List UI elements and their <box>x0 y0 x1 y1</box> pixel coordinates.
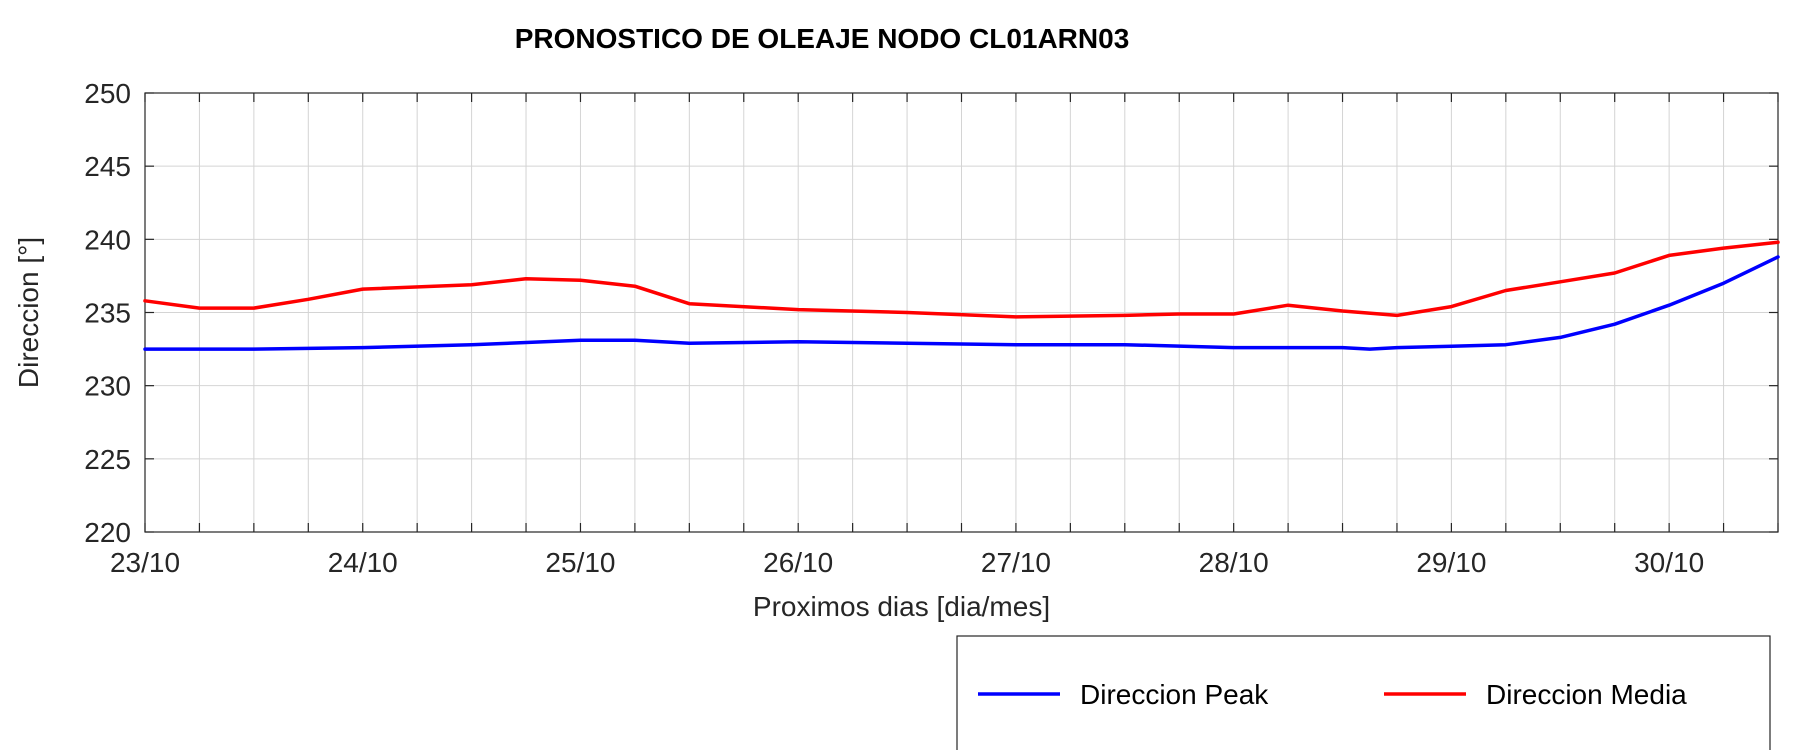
x-tick-label: 30/10 <box>1634 547 1704 578</box>
y-axis-label: Direccion [°] <box>13 237 44 388</box>
x-tick-label: 27/10 <box>981 547 1051 578</box>
legend: Direccion Peak Direccion Media <box>956 635 1771 750</box>
x-tick-label: 29/10 <box>1416 547 1486 578</box>
x-tick-label: 23/10 <box>110 547 180 578</box>
x-axis-label: Proximos dias [dia/mes] <box>753 591 1050 622</box>
x-tick-label: 24/10 <box>328 547 398 578</box>
axis-ticks: 220 225 230 235 240 245 250 23/10 24/10 25/10 26/1… <box>84 78 1779 578</box>
series-line-peak <box>143 255 1780 351</box>
y-tick-label: 245 <box>84 151 131 182</box>
y-tick-label: 220 <box>84 517 131 548</box>
series-lines <box>143 240 1780 351</box>
x-tick-label: 28/10 <box>1199 547 1269 578</box>
y-tick-label: 235 <box>84 298 131 329</box>
series-line-media <box>143 240 1780 319</box>
legend-label-media: Direccion Media <box>1486 679 1687 710</box>
x-tick-label: 25/10 <box>545 547 615 578</box>
grid <box>145 93 1778 532</box>
legend-label-peak: Direccion Peak <box>1080 679 1269 710</box>
legend-box <box>956 635 1771 750</box>
y-tick-label: 250 <box>84 78 131 109</box>
y-tick-label: 225 <box>84 444 131 475</box>
chart-title: PRONOSTICO DE OLEAJE NODO CL01ARN03 <box>515 23 1130 54</box>
x-tick-label: 26/10 <box>763 547 833 578</box>
y-tick-label: 230 <box>84 371 131 402</box>
y-tick-label: 240 <box>84 224 131 255</box>
